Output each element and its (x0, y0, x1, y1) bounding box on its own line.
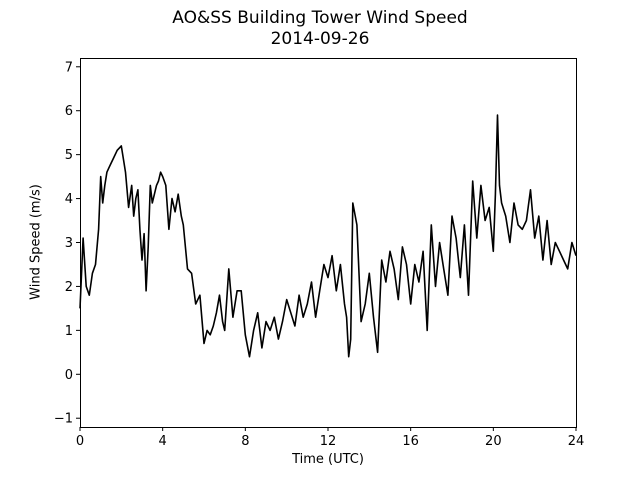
y-tick-label: −1 (54, 412, 73, 427)
y-tick-label: 6 (65, 104, 73, 119)
y-tick-label: 4 (65, 192, 73, 207)
chart-subtitle: 2014-09-26 (270, 29, 370, 49)
x-tick-label: 4 (159, 434, 167, 449)
y-tick-label: 5 (65, 148, 73, 163)
y-tick-label: 2 (65, 280, 73, 295)
wind-speed-line (79, 114, 577, 358)
y-axis-label: Wind Speed (m/s) (28, 184, 44, 300)
y-tick-label: 7 (65, 60, 73, 75)
x-axis-label: Time (UTC) (292, 452, 364, 467)
x-tick-label: 20 (485, 434, 502, 449)
x-tick-label: 24 (568, 434, 585, 449)
y-tick-label: 3 (65, 236, 73, 251)
plot-frame (80, 58, 577, 428)
x-tick-label: 16 (402, 434, 419, 449)
x-tick-label: 8 (241, 434, 249, 449)
x-tick-label: 12 (320, 434, 337, 449)
y-tick-label: 1 (65, 324, 73, 339)
chart-title: AO&SS Building Tower Wind Speed (172, 8, 468, 28)
x-tick-label: 0 (76, 434, 84, 449)
y-tick-label: 0 (65, 368, 73, 383)
series-layer (79, 114, 577, 358)
